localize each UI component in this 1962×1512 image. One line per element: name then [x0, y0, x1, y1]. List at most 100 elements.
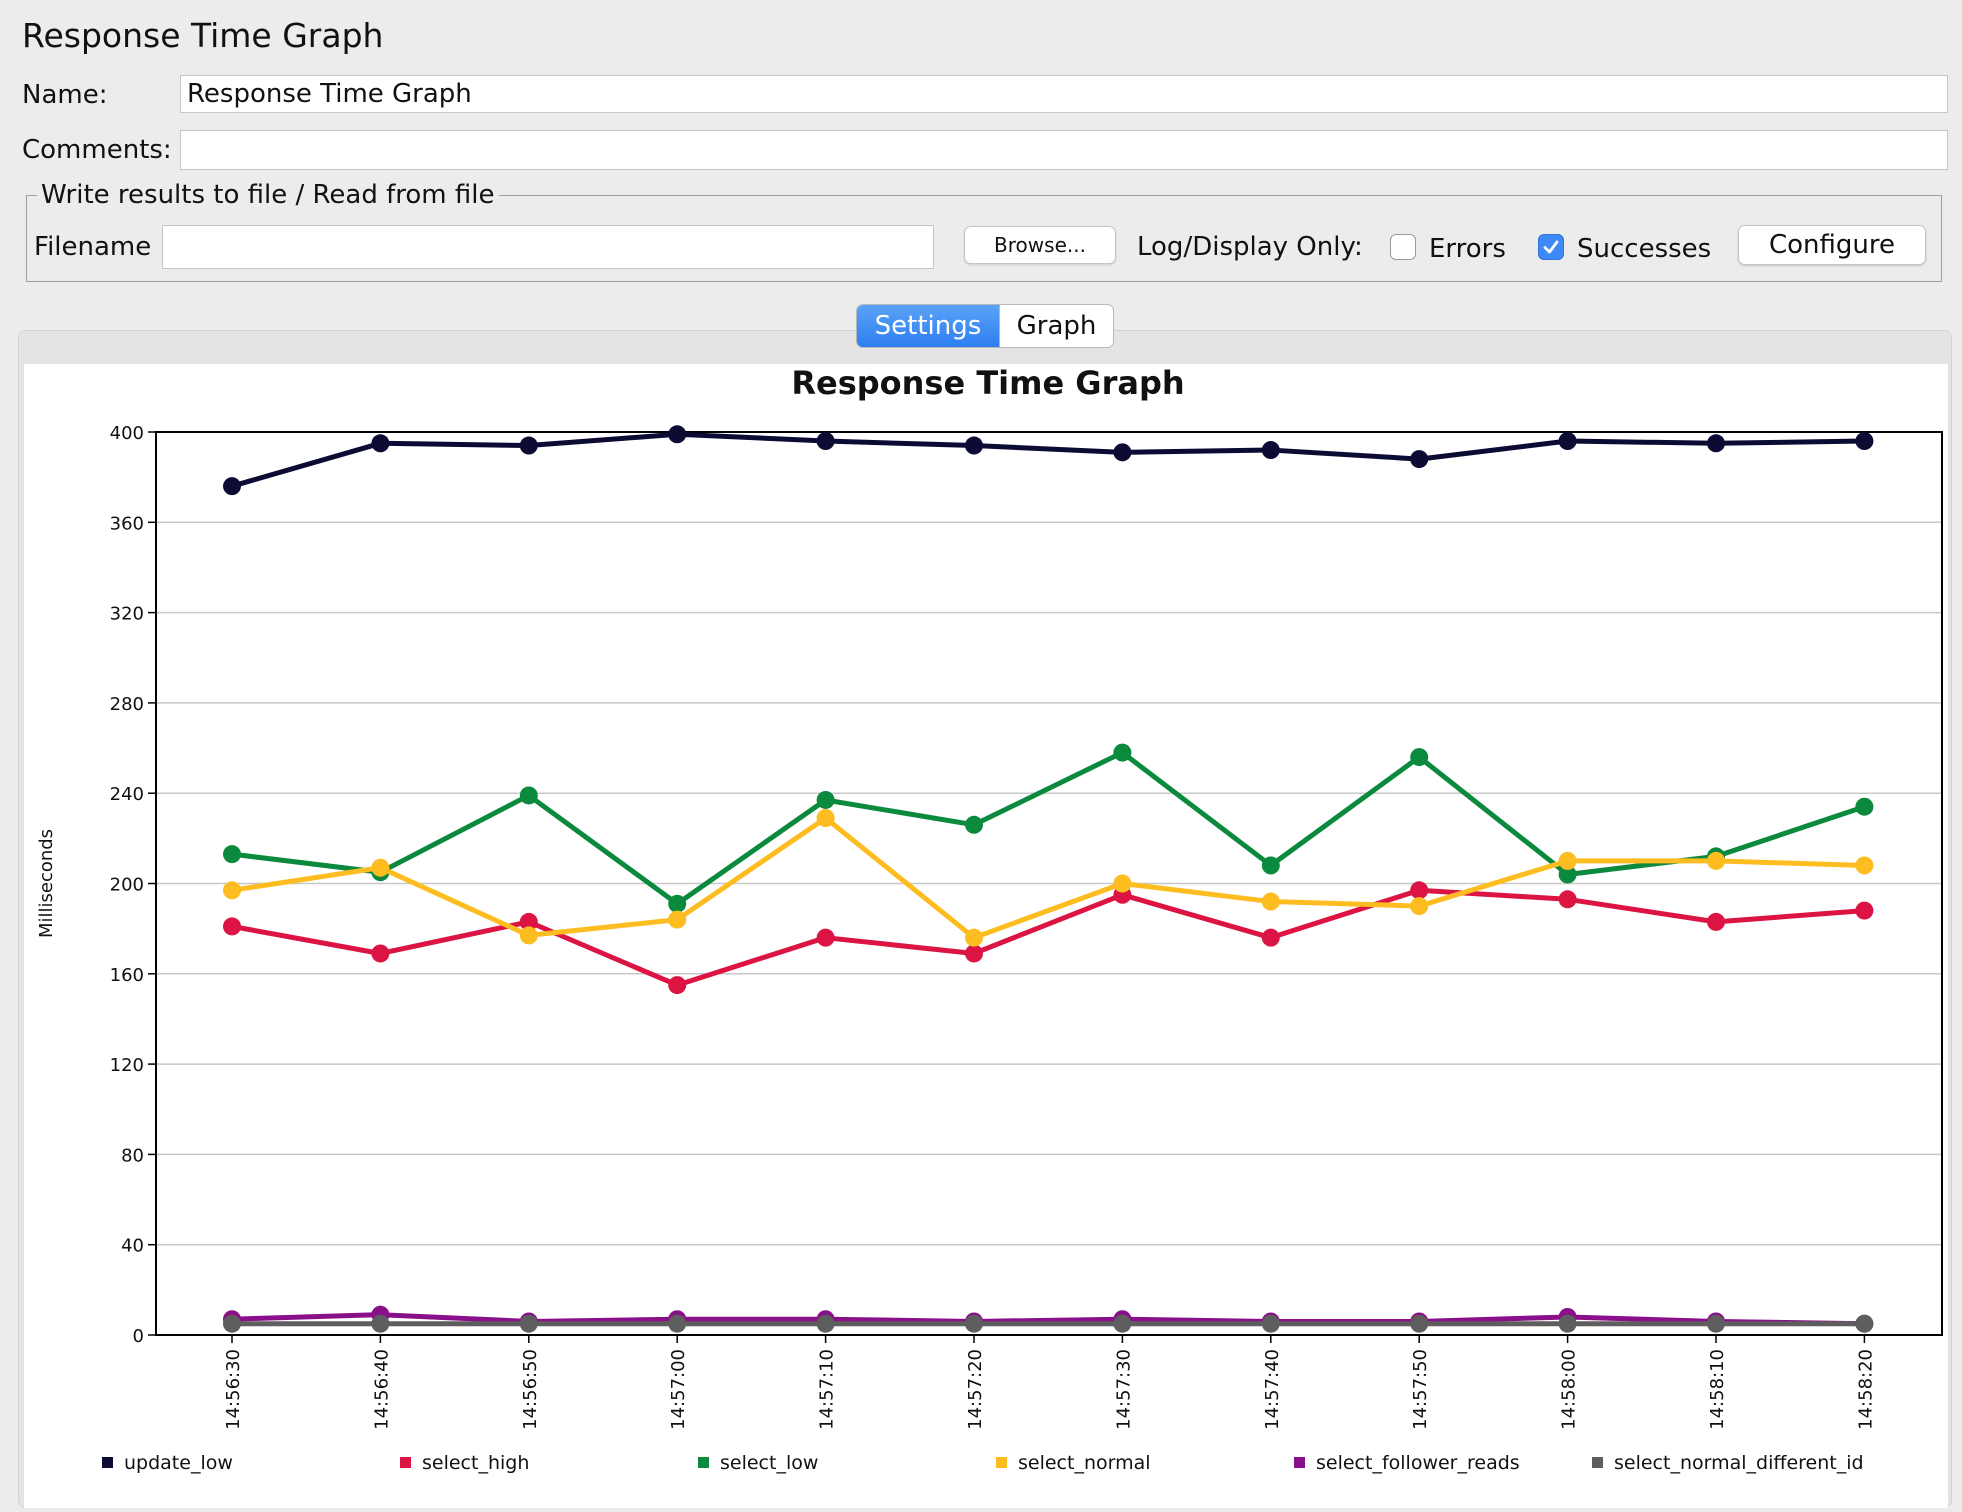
- y-axis-label: Milliseconds: [36, 829, 57, 938]
- name-field[interactable]: [180, 75, 1948, 113]
- series-select-normal: [223, 809, 1874, 947]
- legend-swatch: [698, 1457, 709, 1468]
- y-tick-label: 0: [133, 1326, 144, 1347]
- series-line: [229, 431, 1867, 489]
- legend-swatch: [400, 1457, 411, 1468]
- series-select-low: [223, 743, 1874, 913]
- y-tick-label: 120: [110, 1055, 144, 1076]
- data-point: [965, 944, 983, 963]
- data-point: [668, 976, 687, 995]
- x-tick-label: 14:57:10: [817, 1349, 838, 1430]
- data-point: [1261, 892, 1280, 911]
- y-tick-label: 320: [110, 604, 144, 625]
- comments-label: Comments:: [22, 135, 172, 165]
- legend-label: select_follower_reads: [1316, 1452, 1520, 1474]
- tab-graph[interactable]: Graph: [999, 305, 1113, 347]
- data-point: [1558, 1314, 1577, 1333]
- data-point: [223, 845, 241, 864]
- legend-swatch: [996, 1457, 1007, 1468]
- data-point: [668, 910, 687, 929]
- data-point: [816, 790, 835, 809]
- errors-label: Errors: [1429, 234, 1506, 264]
- y-tick-label: 200: [110, 875, 144, 896]
- data-point: [1855, 797, 1874, 816]
- data-point: [668, 1314, 687, 1333]
- x-tick-label: 14:57:00: [668, 1349, 689, 1430]
- data-point: [1113, 743, 1132, 762]
- legend-swatch: [1592, 1457, 1603, 1468]
- comments-field[interactable]: [180, 130, 1948, 170]
- chart-gridlines: [156, 521, 1942, 1246]
- data-point: [1558, 432, 1577, 451]
- series-layer: [223, 425, 1874, 1333]
- data-point: [519, 786, 538, 805]
- y-tick-label: 240: [110, 784, 144, 805]
- series-select-follower-reads: [223, 1305, 1874, 1333]
- data-point: [1261, 441, 1280, 460]
- data-point: [223, 1314, 241, 1333]
- data-point: [965, 436, 983, 455]
- data-point: [1261, 928, 1280, 947]
- data-point: [1113, 874, 1132, 893]
- file-group-legend: Write results to file / Read from file: [41, 180, 495, 210]
- chart-title: Response Time Graph: [791, 364, 1184, 402]
- x-tick-label: 14:58:00: [1559, 1349, 1580, 1430]
- x-tick-label: 14:57:40: [1262, 1349, 1283, 1430]
- series-line: [229, 887, 1867, 988]
- x-tick-label: 14:56:30: [223, 1349, 244, 1430]
- tab-settings[interactable]: Settings: [857, 305, 999, 347]
- data-point: [1707, 1314, 1725, 1333]
- x-tick-label: 14:56:50: [520, 1349, 541, 1430]
- data-point: [371, 858, 390, 877]
- y-tick-label: 280: [110, 694, 144, 715]
- y-tick-label: 160: [110, 965, 144, 986]
- x-tick-label: 14:58:20: [1855, 1349, 1876, 1430]
- x-tick-label: 14:57:30: [1113, 1349, 1134, 1430]
- successes-checkbox[interactable]: [1538, 234, 1564, 260]
- filename-input[interactable]: [162, 225, 934, 269]
- data-point: [519, 436, 538, 455]
- data-point: [1707, 434, 1725, 453]
- y-tick-label: 40: [121, 1236, 144, 1257]
- data-point: [223, 477, 241, 496]
- name-label: Name:: [22, 80, 108, 110]
- chart-legend: update_low select_high select_low select_no…: [102, 1452, 1864, 1474]
- data-point: [1410, 897, 1429, 916]
- checkmark-icon: [1543, 240, 1559, 254]
- legend-swatch: [102, 1457, 113, 1468]
- x-tick-label: 14:57:50: [1410, 1349, 1431, 1430]
- data-point: [1855, 901, 1874, 920]
- data-point: [1855, 432, 1874, 451]
- data-point: [371, 944, 390, 963]
- data-point: [519, 926, 538, 945]
- y-axis-ticks: 0 40 80 120 160 200 240 280 320 360 400: [110, 423, 156, 1347]
- data-point: [1855, 1314, 1874, 1333]
- chart-area: 0 40 80 120 160 200 240 280 320 360 400 14:56:30 14…: [24, 364, 1948, 1508]
- data-point: [1261, 1314, 1280, 1333]
- data-point: [965, 1314, 983, 1333]
- browse-button[interactable]: Browse...: [964, 226, 1116, 264]
- page-title: Response Time Graph: [22, 16, 384, 55]
- data-point: [1558, 865, 1577, 884]
- configure-button[interactable]: Configure: [1738, 225, 1926, 265]
- data-point: [816, 809, 835, 828]
- data-point: [1410, 881, 1429, 900]
- series-select-normal-different-id: [223, 1314, 1874, 1333]
- series-update-low: [223, 425, 1874, 496]
- data-point: [668, 894, 687, 913]
- data-point: [1855, 856, 1874, 875]
- series-line: [229, 815, 1867, 941]
- x-tick-label: 14:58:10: [1707, 1349, 1728, 1430]
- x-axis-ticks: 14:56:30 14:56:40 14:56:50 14:57:00 14:57:10…: [223, 1335, 1876, 1430]
- series-line: [229, 1312, 1867, 1327]
- y-tick-label: 80: [121, 1145, 144, 1166]
- data-point: [223, 917, 241, 936]
- legend-label: select_normal: [1018, 1452, 1151, 1474]
- data-point: [1113, 1314, 1132, 1333]
- series-line: [229, 750, 1867, 907]
- y-tick-label: 360: [110, 513, 144, 534]
- data-point: [1410, 1314, 1429, 1333]
- y-tick-label: 400: [110, 423, 144, 444]
- data-point: [1410, 748, 1429, 767]
- errors-checkbox[interactable]: [1390, 234, 1416, 260]
